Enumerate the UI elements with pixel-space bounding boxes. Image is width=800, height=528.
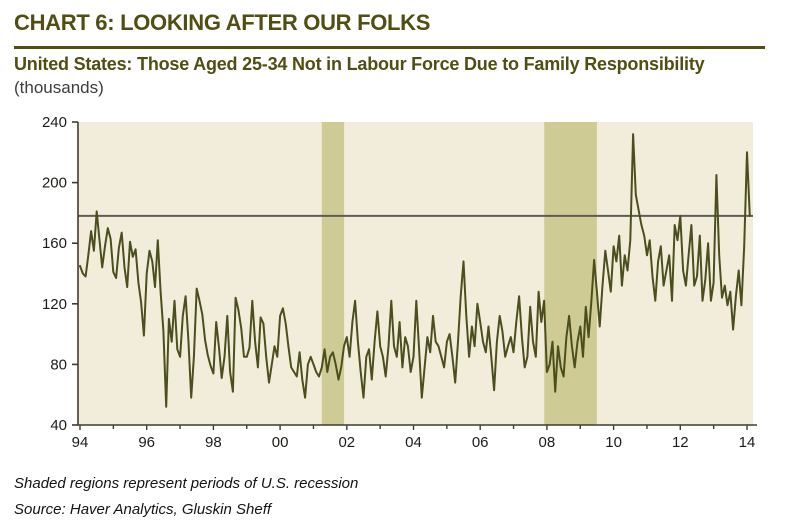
chart-unit-label: (thousands) — [14, 78, 104, 97]
x-tick-label: 08 — [539, 434, 556, 451]
recession-band — [321, 122, 345, 425]
title-divider — [14, 46, 765, 49]
source-note: Source: Haver Analytics, Gluskin Sheff — [14, 501, 272, 518]
x-tick-label: 02 — [338, 434, 355, 451]
data-line — [79, 133, 751, 408]
page-title: CHART 6: LOOKING AFTER OUR FOLKS — [14, 10, 431, 35]
x-tick-label: 04 — [405, 434, 422, 451]
y-tick-label: 120 — [42, 296, 67, 313]
x-tick-label: 06 — [472, 434, 489, 451]
recession-band — [544, 122, 597, 425]
x-tick-label: 10 — [605, 434, 622, 451]
x-tick-label: 12 — [672, 434, 689, 451]
x-tick-label: 96 — [138, 434, 155, 451]
x-tick-label: 98 — [205, 434, 222, 451]
y-tick-label: 40 — [50, 417, 67, 434]
recession-note: Shaded regions represent periods of U.S.… — [14, 475, 359, 492]
x-tick-label: 94 — [72, 434, 89, 451]
chart-subtitle: United States: Those Aged 25-34 Not in L… — [14, 54, 705, 74]
y-tick-label: 80 — [50, 356, 67, 373]
y-tick-label: 200 — [42, 175, 67, 192]
y-tick-label: 160 — [42, 235, 67, 252]
x-tick-label: 00 — [272, 434, 289, 451]
x-tick-label: 14 — [739, 434, 756, 451]
y-tick-label: 240 — [42, 114, 67, 131]
